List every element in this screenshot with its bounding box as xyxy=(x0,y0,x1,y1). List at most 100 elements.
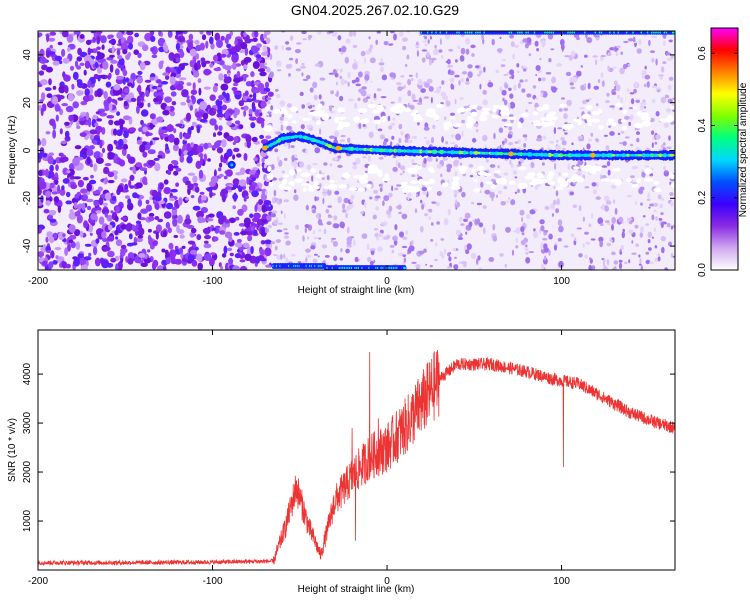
spectrogram-cell xyxy=(107,96,112,104)
spectrogram-cell xyxy=(536,172,544,179)
spectrogram-cell xyxy=(318,229,322,232)
spectrogram-cell xyxy=(119,123,124,131)
spectrogram-cell xyxy=(145,199,150,205)
spectrogram-cell xyxy=(668,135,671,141)
spectrogram-cell xyxy=(536,48,539,52)
spectrogram-cell xyxy=(483,227,486,235)
spectrogram-cell xyxy=(379,66,384,73)
spectrogram-cell xyxy=(189,60,194,68)
spectrogram-cell xyxy=(606,92,610,97)
spectrogram-cell xyxy=(225,92,230,102)
spectrogram-cell xyxy=(516,164,522,167)
spectrogram-cell xyxy=(447,65,454,68)
spectrogram-cell xyxy=(38,169,43,177)
spectrogram-cell xyxy=(373,259,376,264)
spectrogram-cell xyxy=(312,163,318,166)
spectrogram-cell xyxy=(238,186,243,192)
spectrogram-cell xyxy=(471,168,477,174)
spectrogram-cell xyxy=(300,124,305,130)
spectrogram-cell xyxy=(563,107,569,112)
spectrogram-cell xyxy=(223,77,231,84)
spectrogram-cell xyxy=(236,153,242,158)
spectrogram-cell xyxy=(558,172,562,176)
carrier-track-core xyxy=(663,153,667,158)
spectrogram-cell xyxy=(288,168,296,176)
spectrogram-cell xyxy=(330,110,336,114)
spectrogram-cell xyxy=(127,82,133,87)
spectrogram-cell xyxy=(376,237,380,241)
spectrogram-cell xyxy=(478,222,484,228)
spectrogram-cell xyxy=(249,94,253,98)
spectrogram-cell xyxy=(154,216,160,220)
spectrogram-cell xyxy=(350,197,353,203)
spectrogram-cell xyxy=(460,78,465,83)
colorbar-tick-label: 0.0 xyxy=(697,263,708,277)
spectrogram-cell xyxy=(254,157,258,162)
spectrogram-cell xyxy=(337,164,343,168)
spectrogram-cell xyxy=(618,216,624,223)
spectrogram-cell xyxy=(348,31,353,37)
spectrogram-cell xyxy=(301,31,307,35)
spectrogram-cell xyxy=(44,168,50,178)
spectrogram-cell xyxy=(219,266,224,270)
spectrogram-cell xyxy=(478,70,483,74)
spectrogram-cell xyxy=(448,48,454,52)
spectrogram-cell xyxy=(232,205,236,210)
spectrogram-cell xyxy=(250,71,255,78)
spectrogram-cell xyxy=(238,179,247,187)
spectrogram-cell xyxy=(564,122,568,125)
spectrogram-cell xyxy=(407,134,410,139)
spectrogram-cell xyxy=(227,109,235,114)
spectrogram-cell xyxy=(465,249,470,255)
spectrogram-cell xyxy=(369,196,373,200)
spectrogram-cell xyxy=(75,121,80,127)
spectrogram-cell xyxy=(85,39,92,46)
spectrogram-cell xyxy=(127,156,136,164)
spectrogram-cell xyxy=(239,265,248,270)
spectrogram-cell xyxy=(438,49,443,53)
spectrogram-cell xyxy=(52,85,57,90)
spectrogram-cell xyxy=(294,163,297,170)
spectrogram-cell xyxy=(509,34,514,39)
spectrogram-cell xyxy=(494,170,501,174)
spectrogram-cell xyxy=(664,94,670,99)
spectrogram-cell xyxy=(453,159,459,167)
spectrogram-cell xyxy=(500,201,507,206)
spectrogram-cell xyxy=(481,107,492,111)
spectrogram-cell xyxy=(227,72,231,77)
spectrogram-cell xyxy=(263,164,267,169)
carrier-track-core xyxy=(621,153,626,158)
spectrogram-cell xyxy=(607,52,612,57)
spectrogram-cell xyxy=(167,31,173,38)
spectrogram-cell xyxy=(411,261,417,264)
spectrogram-cell xyxy=(40,79,48,86)
spectrogram-cell xyxy=(592,189,597,195)
spectrogram-cell xyxy=(455,199,458,205)
spectrogram-cell xyxy=(233,77,241,84)
spectrogram-cell xyxy=(159,200,165,205)
spectrogram-cell xyxy=(232,62,237,70)
carrier-track-core xyxy=(650,153,655,158)
spectrogram-cell xyxy=(175,31,184,34)
spectrogram-cell xyxy=(566,99,572,107)
spectrogram-cell xyxy=(490,184,496,189)
spectrogram-cell xyxy=(584,231,589,235)
colorbar-axis: 0.00.20.40.6 xyxy=(697,46,738,277)
spectrogram-cell xyxy=(113,128,118,136)
spectrogram-cell xyxy=(127,35,134,45)
spectrogram-cell xyxy=(77,179,84,188)
spectrogram-cell xyxy=(64,121,70,126)
spectrogram-cell xyxy=(525,109,528,113)
spectrogram-cell xyxy=(42,152,48,158)
spectrogram-cell xyxy=(535,73,538,77)
spectrogram-cell xyxy=(226,148,233,157)
spectrogram-cell xyxy=(340,52,344,55)
spectrogram-cell xyxy=(555,190,559,197)
spectrogram-cell xyxy=(273,189,277,197)
spectrogram-cell xyxy=(158,31,162,37)
spectrogram-cell xyxy=(334,136,337,141)
spectrogram-cell xyxy=(606,259,610,266)
spectrogram-cell xyxy=(658,218,663,221)
spectrogram-cell xyxy=(106,235,115,242)
page-title: GN04.2025.267.02.10.G29 xyxy=(290,2,460,18)
